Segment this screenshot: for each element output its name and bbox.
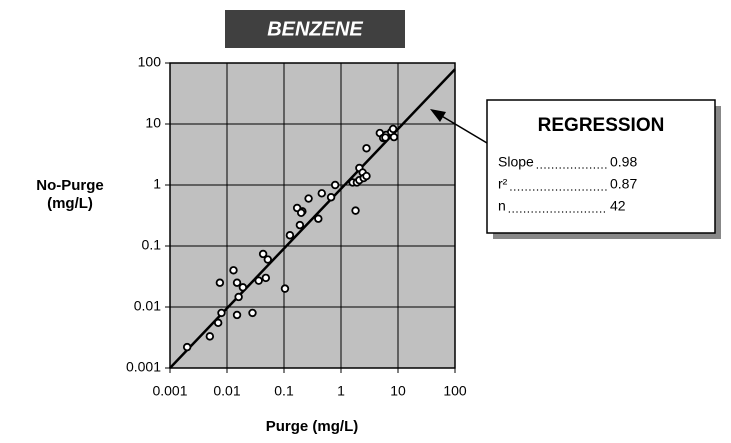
data-point <box>317 189 326 198</box>
data-point <box>351 206 360 215</box>
x-tick-label: 100 <box>443 383 467 399</box>
data-point <box>248 308 257 318</box>
data-point <box>213 318 223 328</box>
arrow-line <box>439 114 488 144</box>
annotation-title: REGRESSION <box>538 115 665 136</box>
data-point <box>182 342 192 352</box>
data-point <box>362 171 371 181</box>
stat-label: Slope <box>498 154 534 170</box>
title-box <box>225 10 405 48</box>
stat-label: r² <box>498 176 508 192</box>
data-point <box>205 332 215 341</box>
arrow-head <box>430 109 446 122</box>
box <box>486 99 716 234</box>
data-point <box>296 208 306 218</box>
data-point <box>254 276 263 285</box>
y-tick-label: 1 <box>153 176 161 192</box>
stat-value: 0.98 <box>610 154 637 170</box>
y-tick-label: 0.1 <box>142 237 162 253</box>
data-point <box>232 310 242 320</box>
data-point <box>280 284 290 293</box>
data-point <box>330 180 340 190</box>
annotation-box: REGRESSION Slope 0.98 r² 0.87 n 42 <box>430 99 721 239</box>
stat-value: 0.87 <box>610 176 637 192</box>
x-tick-label: 10 <box>390 383 406 399</box>
data-point <box>295 220 305 230</box>
stat-label: n <box>498 198 506 214</box>
y-tick-label: 0.01 <box>134 298 161 314</box>
data-point <box>362 144 371 153</box>
data-point <box>215 278 225 287</box>
data-point <box>314 214 323 223</box>
data-point <box>263 255 273 264</box>
data-point <box>389 132 399 142</box>
data-point <box>232 278 242 287</box>
data-point <box>261 273 271 283</box>
y-tick-label: 0.001 <box>126 359 161 375</box>
chart-title: BENZENE <box>267 18 363 40</box>
y-tick-label: 100 <box>138 54 162 70</box>
data-point <box>258 249 268 259</box>
data-point <box>229 266 238 275</box>
data-point <box>285 231 295 240</box>
x-tick-label: 0.01 <box>213 383 240 399</box>
plot-border <box>169 62 456 369</box>
x-tick-label: 1 <box>337 383 345 399</box>
data-point <box>381 133 390 142</box>
stat-value: 42 <box>610 198 626 214</box>
regression-line <box>169 68 456 369</box>
x-tick-label: 0.001 <box>152 383 187 399</box>
x-axis-label: Purge (mg/L) <box>266 418 359 435</box>
data-point <box>217 308 226 318</box>
plot-area <box>165 62 456 373</box>
data-point <box>304 194 313 203</box>
data-point <box>234 292 243 302</box>
y-axis-label: No-Purge <box>36 177 104 194</box>
y-axis-label: (mg/L) <box>47 195 93 212</box>
y-tick-label: 10 <box>145 115 161 131</box>
data-point <box>388 124 398 134</box>
x-tick-label: 0.1 <box>274 383 294 399</box>
data-point <box>326 193 336 202</box>
data-point <box>238 283 248 292</box>
